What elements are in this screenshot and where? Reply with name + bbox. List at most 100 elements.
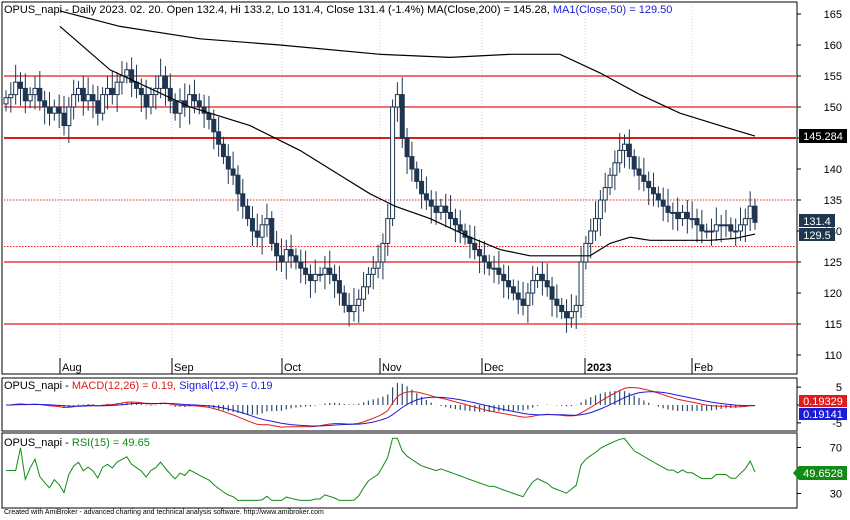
rsi-panel-frame — [1, 432, 798, 509]
candle-body — [317, 273, 323, 276]
candle-body — [709, 230, 715, 233]
candle-body — [612, 162, 618, 176]
candle-body — [631, 156, 637, 170]
candle-body — [278, 255, 284, 263]
candle-body — [414, 168, 420, 182]
candle-body — [602, 187, 608, 201]
candle-body — [230, 168, 236, 176]
macd-tick-label: 5 — [836, 382, 842, 394]
candle-body — [71, 94, 77, 108]
candle-body — [104, 87, 110, 96]
candle-body — [356, 298, 362, 306]
candle-body — [365, 273, 371, 288]
candle-body — [675, 211, 681, 220]
candle-body — [293, 255, 299, 263]
candle-body — [109, 87, 115, 96]
candle-body — [530, 280, 536, 294]
candle-body — [17, 81, 23, 89]
footer-credit: Created with AmiBroker - advanced charti… — [4, 509, 324, 516]
candle-body — [327, 267, 333, 275]
price-axis: 110115120125130135140145150155160165 — [797, 9, 842, 362]
price-tick-label: 165 — [824, 9, 842, 21]
candle-body — [583, 242, 589, 263]
candle-body — [240, 193, 246, 207]
candle-body — [341, 292, 347, 306]
candle-body — [738, 224, 744, 232]
candle-body — [167, 87, 173, 102]
candle-body — [564, 311, 570, 319]
candle-body — [723, 224, 729, 227]
candle-body — [177, 100, 183, 114]
rsi-value-tag: 49.6528 — [793, 466, 847, 480]
ma200-tag: 145.284 — [799, 129, 847, 143]
candle-body — [481, 255, 487, 263]
candle-body — [143, 94, 149, 108]
candle-body — [496, 267, 502, 275]
candle-body — [225, 156, 231, 170]
candle-body — [636, 168, 642, 176]
month-label: Aug — [62, 362, 82, 374]
candle-body — [394, 94, 400, 108]
ma50-line — [59, 25, 756, 257]
rsi-title: OPUS_napi - RSI(15) = 49.65 — [4, 437, 150, 449]
candle-body — [385, 218, 391, 244]
candle-body — [390, 106, 396, 220]
candle-body — [201, 106, 207, 114]
candle-body — [544, 280, 550, 288]
candle-body — [206, 112, 212, 120]
candle-body — [119, 75, 125, 83]
month-label: 2023 — [587, 362, 611, 374]
candle-body — [336, 280, 342, 294]
price-tick-label: 110 — [824, 350, 842, 362]
price-tick-label: 135 — [824, 195, 842, 207]
macd-title: OPUS_napi - MACD(12,26) = 0.19, Signal(1… — [4, 380, 272, 392]
candle-body — [501, 273, 507, 282]
candle-body — [573, 304, 579, 313]
rsi-line — [6, 437, 756, 501]
candle-body — [597, 199, 603, 220]
candle-body — [322, 267, 328, 275]
macd-line — [5, 386, 755, 428]
month-label: Oct — [284, 362, 301, 374]
candle-body — [622, 143, 628, 151]
candle-body — [380, 242, 386, 263]
svg-text:0.19329: 0.19329 — [803, 396, 843, 408]
candle-body — [148, 94, 154, 108]
candle-body — [27, 94, 33, 102]
candle-body — [506, 280, 512, 288]
x-axis: Aug Sep Oct Nov Dec 2023 Feb — [59, 358, 713, 374]
candle-body — [626, 143, 632, 158]
candle-body — [245, 205, 251, 220]
candle-body — [90, 94, 96, 102]
price-tick-label: 140 — [824, 164, 842, 176]
candle-body — [477, 249, 483, 257]
candle-body — [699, 224, 705, 232]
candle-body — [423, 193, 429, 201]
candle-body — [288, 249, 294, 257]
candle-body — [747, 205, 753, 220]
candle-body — [491, 267, 497, 270]
candle-body — [274, 242, 280, 257]
price-tick-label: 150 — [824, 102, 842, 114]
price-tick-label: 120 — [824, 288, 842, 300]
candle-body — [646, 180, 652, 189]
month-label: Sep — [174, 362, 194, 374]
candle-body — [8, 94, 14, 99]
candle-body — [593, 218, 599, 232]
candle-body — [704, 230, 710, 233]
candle-body — [438, 205, 444, 213]
candle-body — [346, 304, 352, 313]
candle-body — [718, 224, 724, 227]
candle-body — [578, 261, 584, 306]
candle-body — [452, 218, 458, 226]
candle-body — [51, 106, 57, 114]
candle-body — [689, 218, 695, 221]
signal-value-tag: 0.19141 — [799, 408, 847, 421]
candle-body — [187, 94, 193, 108]
price-panel-frame — [1, 1, 798, 375]
candle-body — [520, 298, 526, 306]
month-label: Feb — [694, 362, 713, 374]
candle-body — [269, 218, 275, 244]
price-tick-label: 125 — [824, 257, 842, 269]
